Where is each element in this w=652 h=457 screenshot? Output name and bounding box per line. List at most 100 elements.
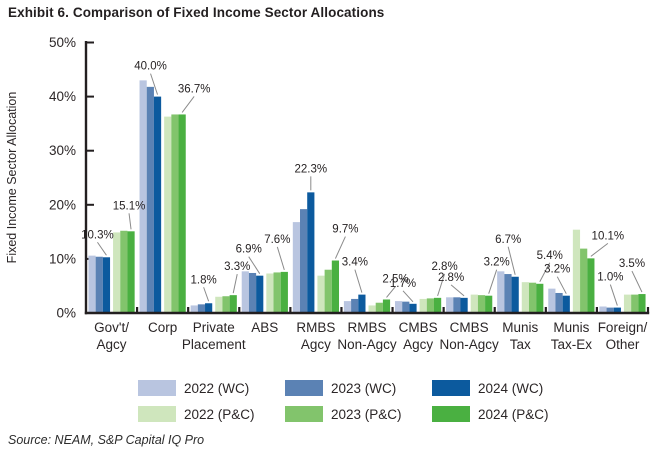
bar-value-label: 10.3% bbox=[81, 229, 114, 241]
legend-label: 2023 (P&C) bbox=[331, 406, 402, 422]
category-label: Agcy bbox=[403, 337, 433, 352]
bar bbox=[382, 299, 391, 314]
annotation-leader-line bbox=[248, 256, 261, 274]
category-label: RMBS bbox=[296, 320, 335, 335]
annotation-leader-line bbox=[181, 96, 195, 113]
bar bbox=[351, 298, 359, 313]
legend-swatch bbox=[285, 406, 323, 422]
annotation-leader-line bbox=[609, 284, 618, 306]
bar bbox=[197, 304, 206, 313]
bar bbox=[241, 271, 249, 313]
bar bbox=[178, 114, 186, 313]
bar-value-label: 15.1% bbox=[113, 200, 146, 212]
category-label: Munis bbox=[502, 320, 538, 335]
category-label: Agcy bbox=[301, 337, 331, 352]
legend-label: 2024 (WC) bbox=[478, 380, 544, 396]
bar-chart: 0% 10% 20% 30% 40% 50% Gov't/Agcy Corp Private Pl… bbox=[5, 35, 650, 352]
legend-label: 2023 (WC) bbox=[331, 380, 397, 396]
category-label: CMBS bbox=[399, 320, 438, 335]
annotation-leader-line bbox=[150, 73, 159, 95]
annotation-leader-line bbox=[590, 242, 609, 257]
bar bbox=[331, 260, 340, 313]
bar bbox=[485, 295, 493, 313]
legend-swatch bbox=[432, 406, 470, 422]
bar-value-label: 3.4% bbox=[342, 257, 368, 269]
bar bbox=[273, 272, 281, 314]
annotation-leader-line bbox=[437, 273, 446, 297]
bar bbox=[248, 272, 257, 313]
category-label: Agcy bbox=[97, 337, 127, 352]
chart-title: Exhibit 6. Comparison of Fixed Income Se… bbox=[8, 5, 385, 20]
legend-label: 2022 (P&C) bbox=[184, 406, 255, 422]
bar bbox=[88, 255, 96, 313]
category-label: CMBS bbox=[450, 320, 489, 335]
bar bbox=[433, 297, 442, 313]
legend: 2022 (WC) 2023 (WC) 2024 (WC) 2022 (P&C) 202… bbox=[138, 375, 592, 427]
y-axis-tick-label: 30% bbox=[49, 143, 76, 158]
bar-value-label: 3.2% bbox=[484, 257, 510, 269]
bar bbox=[317, 275, 325, 313]
bar bbox=[548, 288, 556, 313]
bar bbox=[572, 229, 581, 313]
category-label: RMBS bbox=[347, 320, 386, 335]
legend-item: 2022 (WC) bbox=[138, 380, 285, 396]
bar bbox=[453, 297, 461, 313]
bar bbox=[102, 257, 111, 313]
annotation-leader-line bbox=[631, 270, 643, 293]
legend-item: 2023 (P&C) bbox=[285, 406, 432, 422]
annotation-leader-line bbox=[232, 274, 238, 294]
bar-value-label: 2.8% bbox=[438, 272, 464, 284]
y-axis-title: Fixed Income Sector Allocation bbox=[5, 92, 19, 264]
bar-value-label: 6.7% bbox=[495, 234, 521, 246]
bar-value-label: 2.8% bbox=[431, 261, 457, 273]
annotation-leader-line bbox=[97, 241, 107, 256]
category-label: Non-Agcy bbox=[337, 337, 397, 352]
annotation-leader-line bbox=[276, 246, 285, 271]
legend-item: 2024 (WC) bbox=[432, 380, 592, 396]
y-axis-tick-label: 0% bbox=[56, 306, 76, 321]
bar bbox=[205, 303, 213, 313]
category-label: Private bbox=[193, 320, 235, 335]
bar bbox=[95, 256, 103, 313]
bar bbox=[171, 114, 179, 313]
bar bbox=[599, 306, 607, 313]
bar bbox=[562, 295, 570, 313]
bar bbox=[470, 294, 478, 313]
annotation-leader-line bbox=[539, 262, 551, 283]
bar bbox=[153, 96, 162, 313]
legend-swatch bbox=[138, 380, 176, 396]
bar bbox=[280, 271, 288, 313]
bar bbox=[375, 302, 383, 313]
bar-value-label: 6.9% bbox=[236, 244, 262, 256]
bar-value-label: 1.8% bbox=[191, 274, 217, 286]
bar-value-label: 5.4% bbox=[537, 250, 563, 262]
bar bbox=[139, 80, 147, 314]
legend-swatch bbox=[138, 406, 176, 422]
bar bbox=[222, 296, 230, 313]
y-axis-tick-label: 10% bbox=[49, 251, 76, 266]
bar bbox=[358, 294, 366, 313]
bar bbox=[419, 298, 427, 313]
bar bbox=[613, 307, 621, 313]
bar bbox=[215, 296, 223, 313]
bar bbox=[146, 86, 154, 313]
bar bbox=[587, 258, 595, 313]
bar-value-label: 3.5% bbox=[619, 258, 645, 270]
y-axis-tick-label: 50% bbox=[49, 35, 76, 50]
bar-value-label: 3.2% bbox=[544, 264, 570, 276]
bar bbox=[368, 305, 376, 313]
bar-value-label: 7.6% bbox=[264, 234, 290, 246]
bar bbox=[528, 282, 537, 313]
annotation-leader-line bbox=[556, 276, 567, 294]
bar bbox=[307, 192, 315, 313]
bar bbox=[580, 248, 588, 313]
bar-value-label: 2.5% bbox=[382, 273, 408, 285]
y-axis-tick-label: 20% bbox=[49, 197, 76, 212]
bar bbox=[521, 282, 529, 313]
bar bbox=[394, 301, 403, 313]
legend-item: 2022 (P&C) bbox=[138, 406, 285, 422]
source-note: Source: NEAM, S&P Capital IQ Pro bbox=[8, 433, 205, 447]
bar bbox=[256, 275, 264, 313]
category-label: Non-Agcy bbox=[440, 337, 500, 352]
